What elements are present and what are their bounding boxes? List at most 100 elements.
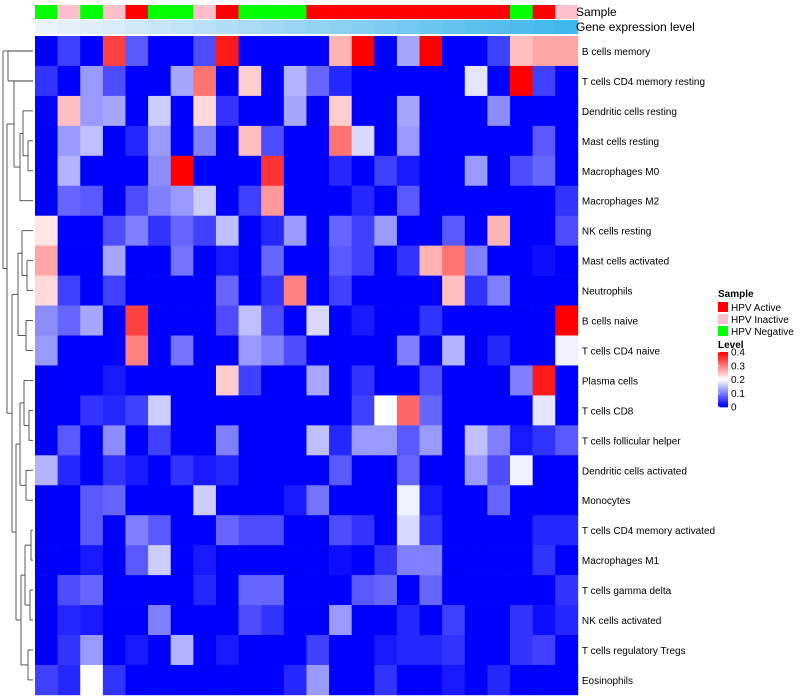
heatmap-cell: [419, 95, 443, 127]
heatmap-cell: [283, 455, 307, 486]
heatmap-cell: [442, 305, 466, 336]
heatmap-cell: [555, 185, 579, 216]
heatmap-cell: [419, 635, 443, 666]
heatmap-cell: [351, 125, 375, 157]
heatmap-cell: [170, 455, 194, 486]
heatmap-cell: [35, 95, 58, 127]
legend-level-gradient-step: [718, 368, 728, 371]
heatmap-cell: [419, 125, 443, 157]
heatmap-cell: [510, 664, 533, 696]
heatmap-cell: [532, 155, 556, 187]
heatmap-cell: [102, 455, 126, 486]
heatmap-cell: [306, 95, 330, 127]
heatmap-cell: [261, 395, 285, 426]
heatmap-cell: [261, 305, 285, 336]
heatmap-cell: [193, 365, 217, 396]
expression-annotation-cell: [35, 20, 58, 34]
heatmap-cell: [442, 275, 466, 306]
heatmap-cell: [329, 95, 352, 127]
heatmap-cell: [102, 575, 126, 606]
heatmap-cell: [170, 95, 194, 127]
heatmap-cell: [170, 395, 194, 426]
heatmap-cell: [442, 515, 466, 546]
sample-annotation-cell: [510, 5, 533, 19]
heatmap-cell: [351, 485, 375, 516]
heatmap-cell: [283, 305, 307, 336]
heatmap-cell: [487, 305, 511, 336]
heatmap-cell: [283, 515, 307, 546]
heatmap-cell: [57, 605, 81, 636]
expression-annotation-cell: [396, 20, 420, 34]
heatmap-cell: [193, 36, 217, 67]
heatmap-cell: [351, 425, 375, 456]
heatmap-cell: [510, 185, 533, 216]
expression-annotation-cell: [532, 20, 556, 34]
heatmap-cell: [306, 155, 330, 187]
heatmap-cell: [555, 215, 579, 246]
heatmap-cell: [510, 335, 533, 366]
legend-level-gradient-step: [718, 387, 728, 390]
heatmap-cell: [555, 605, 579, 636]
heatmap-cell: [170, 575, 194, 606]
heatmap-cell: [125, 575, 149, 606]
row-label: T cells CD4 memory activated: [582, 526, 715, 537]
heatmap-cell: [215, 395, 239, 426]
heatmap-cell: [283, 395, 307, 426]
heatmap-cell: [532, 185, 556, 216]
heatmap-cell: [193, 664, 217, 696]
sample-annotation-label: Sample: [576, 5, 617, 19]
heatmap-cell: [148, 65, 172, 97]
heatmap-cell: [306, 515, 330, 546]
heatmap-cell: [238, 545, 262, 576]
heatmap-cell: [487, 36, 511, 67]
legend-level-gradient-step: [718, 357, 728, 360]
heatmap-cell: [193, 245, 217, 276]
heatmap-cell: [283, 545, 307, 576]
heatmap-cell: [442, 155, 466, 187]
heatmap-cell: [487, 215, 511, 246]
heatmap-cell: [57, 575, 81, 606]
heatmap-cell: [170, 425, 194, 456]
heatmap-cell: [215, 65, 239, 97]
heatmap-cell: [532, 395, 556, 426]
heatmap-cell: [396, 155, 420, 187]
heatmap-cell: [193, 275, 217, 306]
legend-level-gradient-step: [718, 382, 728, 384]
heatmap-cell: [238, 605, 262, 636]
row-label: Dendritic cells resting: [582, 107, 677, 118]
legend-level-scale: 0.4 0.3 0.2 0.1 0: [718, 348, 745, 414]
legend-level-tick-label: 0.2: [731, 375, 745, 386]
legend-level-gradient-step: [718, 400, 728, 402]
heatmap-cell: [510, 485, 533, 516]
heatmap-cell: [306, 185, 330, 216]
sample-annotation-cell: [306, 5, 330, 19]
heatmap-cell: [125, 245, 149, 276]
heatmap-cell: [419, 155, 443, 187]
heatmap-cell: [396, 395, 420, 426]
heatmap-cell: [487, 485, 511, 516]
heatmap-cell: [125, 365, 149, 396]
legend-sample-label: HPV Inactive: [731, 315, 789, 326]
row-label: T cells CD8: [582, 406, 634, 417]
heatmap-cell: [125, 95, 149, 127]
heatmap-cell: [487, 275, 511, 306]
heatmap-cell: [35, 335, 58, 366]
heatmap-cell: [35, 275, 58, 306]
heatmap-cell: [487, 455, 511, 486]
heatmap-cell: [442, 365, 466, 396]
legend-level-gradient-step: [718, 380, 728, 383]
heatmap-cell: [510, 545, 533, 576]
legend-level-tick-label: 0.3: [731, 361, 745, 372]
heatmap-cell: [396, 65, 420, 97]
heatmap-cell: [215, 155, 239, 187]
heatmap-cell: [532, 515, 556, 546]
heatmap-cell: [532, 605, 556, 636]
heatmap-cell: [464, 275, 488, 306]
heatmap-cell: [396, 545, 420, 576]
expression-annotation-label: Gene expression level: [576, 20, 695, 34]
heatmap-cell: [510, 305, 533, 336]
legend-level-gradient-step: [718, 354, 728, 357]
heatmap-cell: [261, 36, 285, 67]
heatmap-cell: [351, 635, 375, 666]
heatmap-cell: [419, 575, 443, 606]
